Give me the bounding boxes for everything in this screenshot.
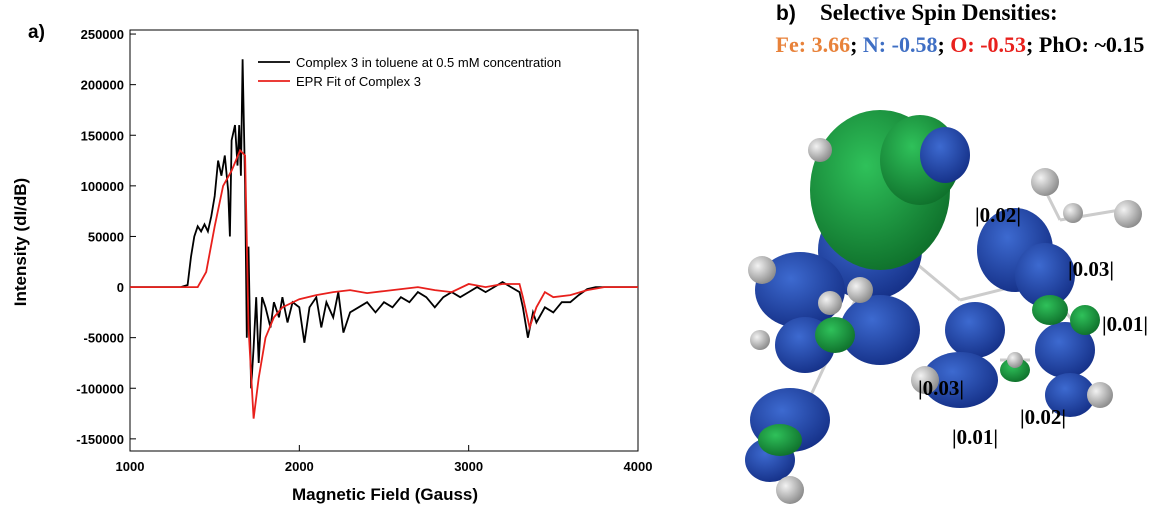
y-axis-label: Intensity (dI/dB) <box>11 178 30 306</box>
x-tick-label: 3000 <box>454 459 483 474</box>
y-tick-label: 200000 <box>81 78 124 93</box>
spin-density: ; <box>850 32 863 57</box>
y-tick-label: 150000 <box>81 128 124 143</box>
y-tick-label: 50000 <box>88 229 124 244</box>
y-tick-label: -50000 <box>84 331 124 346</box>
spin-density: O: -0.53 <box>950 32 1026 57</box>
x-axis-label: Magnetic Field (Gauss) <box>292 485 478 504</box>
spin-density: PhO: ~0.15 <box>1039 32 1145 57</box>
spin-annotation: |0.03| <box>1068 257 1114 281</box>
spin-density: ; <box>1026 32 1039 57</box>
molecule <box>745 110 1142 504</box>
plot-frame <box>130 30 638 451</box>
spin-density: Fe: 3.66 <box>776 32 851 57</box>
spin-densities: Fe: 3.66; N: -0.58; O: -0.53; PhO: ~0.15 <box>776 32 1145 57</box>
y-tick-label: 0 <box>117 280 124 295</box>
y-tick-label: -150000 <box>76 432 124 447</box>
x-tick-label: 4000 <box>624 459 653 474</box>
x-tick-label: 1000 <box>116 459 145 474</box>
spin-annotation: |0.02| <box>975 203 1021 227</box>
spin-density: N: -0.58 <box>863 32 938 57</box>
legend-label: Complex 3 in toluene at 0.5 mM concentra… <box>296 55 561 70</box>
spin-annotation: |0.02| <box>1020 405 1066 429</box>
x-tick-label: 2000 <box>285 459 314 474</box>
figure: a) b) Magnetic Field (Gauss) Intensity (… <box>0 0 1169 510</box>
spin-annotation: |0.03| <box>918 376 964 400</box>
legend-label: EPR Fit of Complex 3 <box>296 74 421 89</box>
y-tick-label: 250000 <box>81 27 124 42</box>
panel-label: b) <box>776 2 796 25</box>
panel-label: a) <box>28 22 45 43</box>
spin-density: ; <box>937 32 950 57</box>
y-tick-label: -100000 <box>76 381 124 396</box>
spin-annotation: |0.01| <box>952 425 998 449</box>
spin-title: Selective Spin Densities: <box>820 0 1058 25</box>
series-line <box>130 150 638 418</box>
series-line <box>130 59 638 388</box>
spin-annotation: |0.01| <box>1102 312 1148 336</box>
y-tick-label: 100000 <box>81 179 124 194</box>
